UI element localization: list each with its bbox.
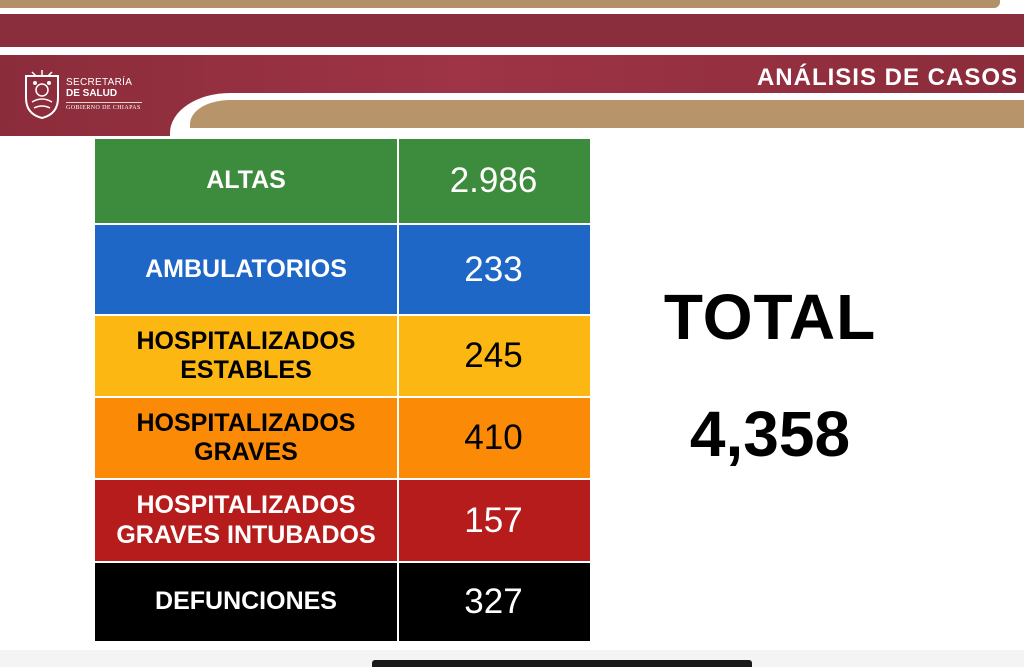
table-row-defunciones: DEFUNCIONES 327 — [95, 563, 590, 641]
row-label: HOSPITALIZADOS GRAVES — [95, 398, 399, 478]
page-title: ANÁLISIS DE CASOS — [756, 64, 1018, 91]
row-value: 327 — [464, 582, 523, 621]
total-label: TOTAL — [663, 281, 877, 353]
row-value: 157 — [464, 500, 523, 540]
top-maroon-stripe — [0, 14, 1024, 47]
total-value: 4,358 — [689, 398, 851, 470]
cases-table: ALTAS 2.986 AMBULATORIOS 233 HOSPITALIZA… — [95, 139, 590, 641]
org-line1: SECRETARÍA — [66, 77, 133, 88]
table-row-intubados: HOSPITALIZADOS GRAVES INTUBADOS 157 — [95, 480, 590, 563]
row-value: 233 — [464, 249, 523, 289]
org-line3: GOBIERNO DE CHIAPAS — [66, 105, 141, 111]
logo-divider — [66, 102, 142, 103]
row-label: ALTAS — [95, 139, 399, 223]
org-line2: DE SALUD — [66, 87, 118, 99]
table-row-graves: HOSPITALIZADOS GRAVES 410 — [95, 398, 590, 480]
header-gold-curve — [190, 100, 1024, 128]
row-label: AMBULATORIOS — [95, 225, 399, 314]
table-row-estables: HOSPITALIZADOS ESTABLES 245 — [95, 316, 590, 398]
slide: SECRETARÍA DE SALUD GOBIERNO DE CHIAPAS … — [0, 0, 1024, 650]
row-value: 245 — [464, 336, 523, 375]
row-label: HOSPITALIZADOS ESTABLES — [95, 316, 399, 396]
bottom-device-bar — [372, 660, 752, 667]
table-row-ambulatorios: AMBULATORIOS 233 — [95, 225, 590, 316]
row-value: 2.986 — [449, 161, 538, 200]
row-label: DEFUNCIONES — [95, 563, 399, 641]
coat-of-arms-icon — [22, 68, 62, 120]
row-label: HOSPITALIZADOS GRAVES INTUBADOS — [95, 480, 399, 561]
table-row-altas: ALTAS 2.986 — [95, 139, 590, 225]
row-value: 410 — [464, 418, 523, 457]
top-gold-stripe — [0, 0, 1000, 8]
org-logo-text: SECRETARÍA DE SALUD GOBIERNO DE CHIAPAS — [66, 77, 142, 111]
